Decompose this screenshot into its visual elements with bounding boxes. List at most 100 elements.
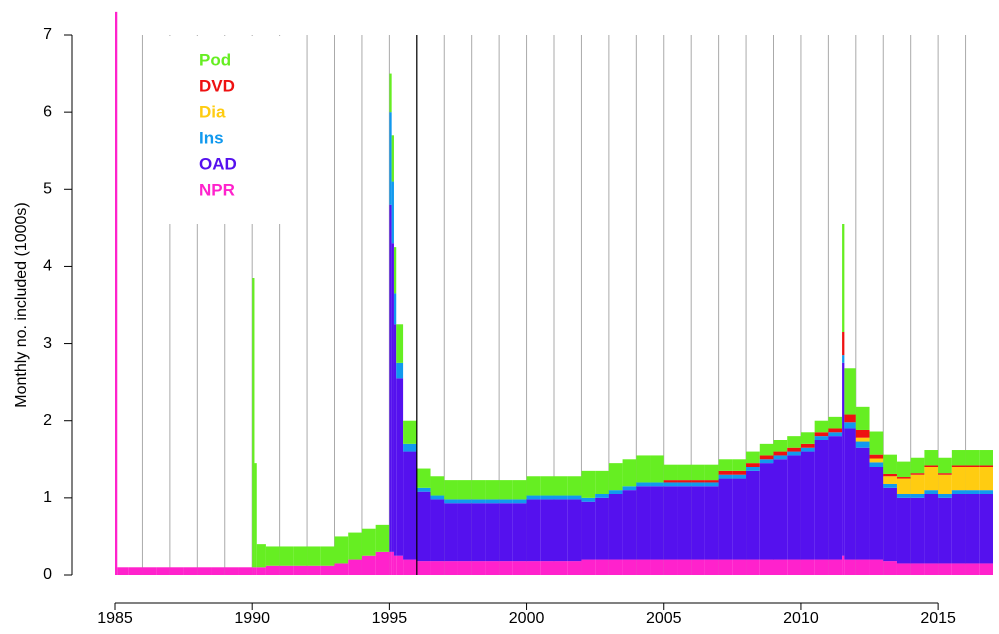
bar-segment <box>622 559 637 575</box>
bar-segment <box>608 490 623 494</box>
bar-segment <box>183 567 198 575</box>
bar-segment <box>293 565 308 575</box>
bar-segment <box>279 546 294 566</box>
bar-segment <box>773 559 788 575</box>
bar-segment <box>499 499 513 504</box>
bar-segment <box>869 458 884 463</box>
bar-segment <box>732 559 747 575</box>
legend-entry: Pod <box>199 50 231 69</box>
bar-segment <box>636 455 651 483</box>
bar-segment <box>115 11 118 576</box>
bar-segment <box>471 503 486 562</box>
bar-segment <box>965 563 980 575</box>
bar-segment <box>883 454 897 474</box>
bar-segment <box>512 503 527 562</box>
bar-segment <box>663 482 678 487</box>
bar-segment <box>732 459 747 471</box>
bar-segment <box>869 431 884 455</box>
bar-segment <box>814 559 829 575</box>
x-tick-label: 1990 <box>234 610 270 627</box>
bar-segment <box>924 450 939 466</box>
bar-segment <box>416 487 431 492</box>
bar-segment <box>704 559 719 575</box>
bar-segment <box>444 499 458 504</box>
bar-segment <box>924 465 939 467</box>
bar-segment <box>256 567 266 575</box>
bar-segment <box>938 563 952 575</box>
bar-segment <box>581 559 596 575</box>
bar-segment <box>444 503 458 562</box>
bar-segment <box>787 436 801 448</box>
bar-segment <box>391 551 394 575</box>
bar-segment <box>389 112 392 205</box>
bar-segment <box>704 482 719 487</box>
bar-segment <box>265 565 280 575</box>
bar-segment <box>595 494 609 498</box>
bar-segment <box>334 563 349 575</box>
bar-segment <box>814 440 829 560</box>
bar-segment <box>663 486 678 560</box>
bar-segment <box>704 486 719 560</box>
bar-segment <box>951 563 966 575</box>
bar-segment <box>595 470 609 494</box>
bar-segment <box>499 480 513 500</box>
bar-segment <box>869 467 884 560</box>
bar-segment <box>677 486 692 560</box>
bar-segment <box>567 561 582 575</box>
bar-segment <box>608 494 623 560</box>
bar-segment <box>938 457 952 474</box>
bar-segment <box>855 437 870 442</box>
bar-segment <box>396 555 404 575</box>
bar-segment <box>334 536 349 564</box>
bar-segment <box>265 546 280 566</box>
bar-segment <box>691 482 705 487</box>
bar-segment <box>704 464 719 481</box>
bar-segment <box>896 563 911 575</box>
x-tick-label: 2005 <box>646 610 682 627</box>
bar-segment <box>677 480 692 483</box>
bar-segment <box>938 474 952 494</box>
bar-segment <box>211 567 225 575</box>
bar-segment <box>787 559 801 575</box>
bar-segment <box>444 561 458 575</box>
bar-segment <box>800 559 815 575</box>
bar-segment <box>526 499 541 562</box>
bar-segment <box>389 204 392 552</box>
y-tick-label: 5 <box>43 181 52 198</box>
bar-segment <box>361 528 376 556</box>
bar-segment <box>512 561 527 575</box>
bar-segment <box>691 464 705 481</box>
bar-segment <box>252 567 255 575</box>
bar-segment <box>512 480 527 500</box>
bar-segment <box>581 501 596 560</box>
bar-segment <box>691 480 705 483</box>
bar-segment <box>554 476 568 496</box>
bar-segment <box>608 559 623 575</box>
bar-segment <box>677 464 692 481</box>
bar-segment <box>704 480 719 483</box>
bar-segment <box>471 561 486 575</box>
bar-segment <box>896 478 911 494</box>
bar-segment <box>650 482 664 487</box>
bar-segment <box>608 463 623 491</box>
bar-segment <box>938 494 952 498</box>
bar-segment <box>732 474 747 479</box>
bar-segment <box>169 567 184 575</box>
bar-segment <box>844 422 856 429</box>
bar-segment <box>595 559 609 575</box>
y-tick-label: 4 <box>43 258 52 275</box>
bar-segment <box>787 447 801 452</box>
bar-segment <box>924 467 939 491</box>
bar-segment <box>677 559 692 575</box>
bar-segment <box>554 495 568 500</box>
bar-segment <box>650 486 664 560</box>
bar-segment <box>814 420 829 433</box>
bar-segment <box>869 462 884 467</box>
bar-segment <box>663 559 678 575</box>
bar-segment <box>844 414 856 423</box>
legend-entry: Ins <box>199 128 224 147</box>
bar-segment <box>732 478 747 560</box>
bar-segment <box>403 420 417 444</box>
bar-segment <box>787 455 801 560</box>
